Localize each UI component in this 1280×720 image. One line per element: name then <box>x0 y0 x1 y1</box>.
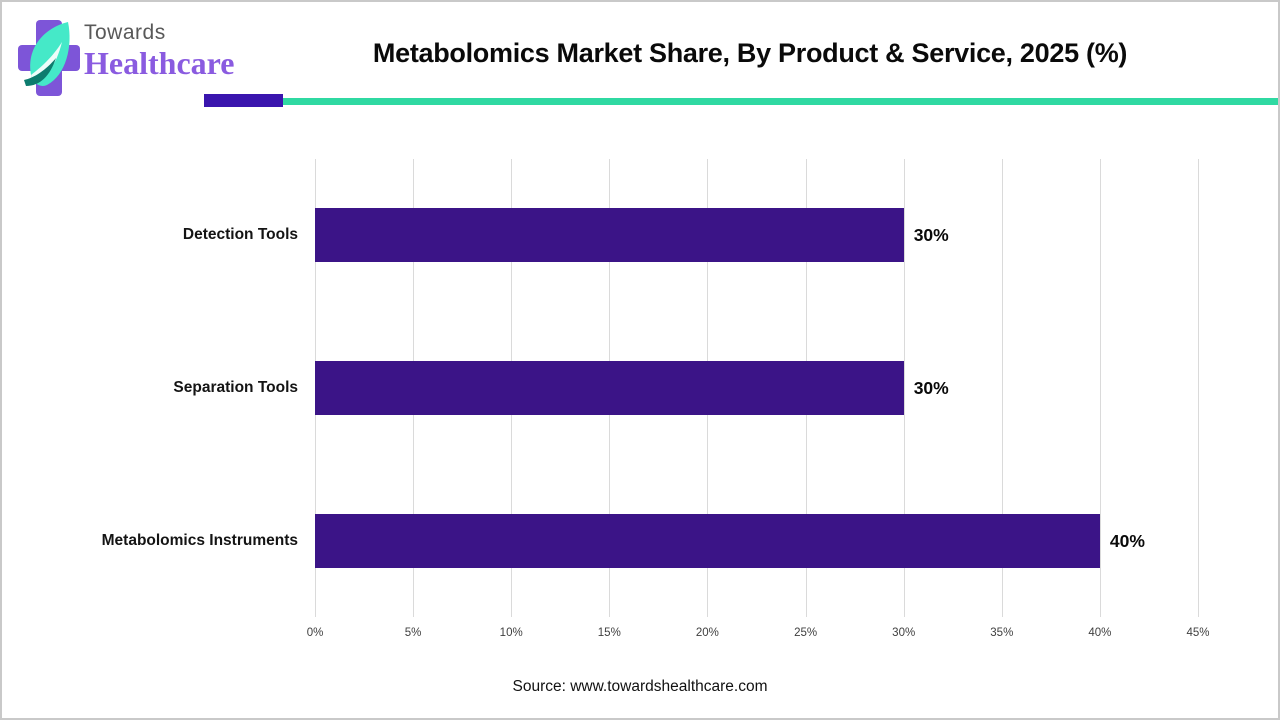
x-tick-10-: 10% <box>499 627 523 639</box>
source-attribution: Source: www.towardshealthcare.com <box>512 678 768 695</box>
bar-detection-tools <box>315 208 904 263</box>
x-tick-25-: 25% <box>794 627 818 639</box>
bar-metabolomics-instruments <box>315 513 1100 568</box>
logo-word-towards: Towards <box>84 21 166 44</box>
x-tick-40-: 40% <box>1088 627 1112 639</box>
gridline-45- <box>1198 159 1199 617</box>
x-tick-45-: 45% <box>1186 627 1210 639</box>
bar-separation-tools <box>315 361 904 415</box>
header-rule-purple <box>204 94 283 107</box>
header-rule-teal <box>283 98 1278 105</box>
gridline-30- <box>903 159 905 617</box>
category-label-detection-tools: Detection Tools <box>182 226 298 244</box>
logo-word-healthcare: Healthcare <box>84 45 235 81</box>
value-label-separation-tools: 30% <box>913 378 949 398</box>
category-label-metabolomics-instruments: Metabolomics Instruments <box>101 531 298 549</box>
category-label-separation-tools: Separation Tools <box>173 379 298 396</box>
gridline-40- <box>1099 159 1101 617</box>
towards-healthcare-logo-icon <box>18 20 80 96</box>
x-tick-20-: 20% <box>695 627 719 639</box>
value-label-detection-tools: 30% <box>913 225 949 246</box>
gridline-35- <box>1001 159 1003 617</box>
x-tick-5-: 5% <box>404 627 422 639</box>
x-tick-35-: 35% <box>990 627 1014 639</box>
x-tick-0-: 0% <box>306 627 324 639</box>
value-label-metabolomics-instruments: 40% <box>1109 530 1145 551</box>
towards-healthcare-logo-text: Towards Healthcare <box>84 22 234 79</box>
page-title: Metabolomics Market Share, By Product & … <box>372 38 1128 68</box>
x-tick-15-: 15% <box>597 627 621 639</box>
x-tick-30-: 30% <box>892 627 916 639</box>
